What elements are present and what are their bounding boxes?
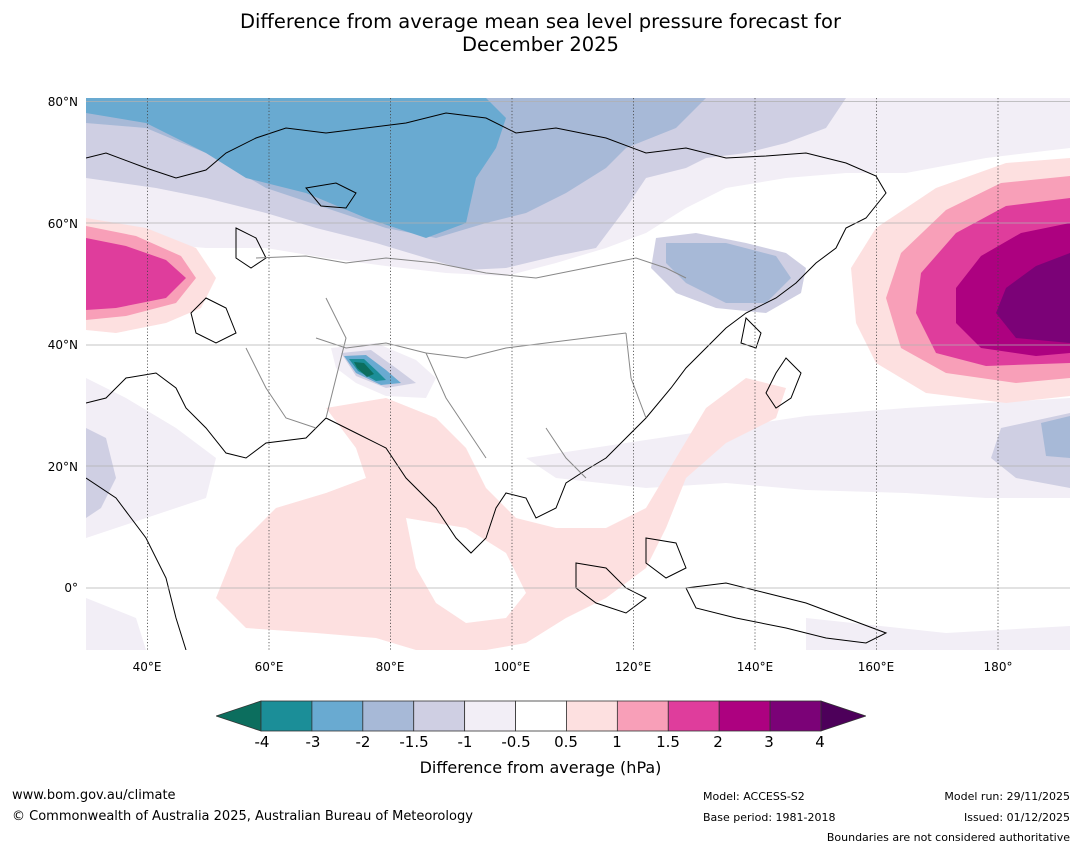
footer-model-run: Model run: 29/11/2025 — [944, 790, 1070, 803]
colorbar-segment — [515, 700, 567, 732]
colorbar-segment — [362, 700, 415, 732]
colorbar-tick-label: 1 — [612, 733, 622, 751]
colorbar-tick-label: -1.5 — [399, 733, 429, 751]
colorbar-segment — [616, 700, 669, 732]
negative-anomaly-tropical-pacific — [526, 398, 1070, 650]
colorbar-segment — [311, 700, 364, 732]
colorbar-extend-high — [820, 700, 866, 732]
latitude-label-80n: 80°N — [47, 95, 78, 109]
colorbar-tick-label: -1 — [457, 733, 473, 751]
longitude-label-60e: 60°E — [254, 660, 284, 674]
colorbar-tick-label: 0.5 — [554, 733, 578, 751]
latitude-label-20n: 20°N — [47, 460, 78, 474]
map-title-line-1: Difference from average mean sea level p… — [240, 10, 841, 33]
colorbar-tick-label: 4 — [815, 733, 825, 751]
latitude-label-60n: 60°N — [47, 217, 78, 231]
colorbar-segment — [718, 700, 771, 732]
colorbar-tick-label: -3 — [305, 733, 321, 751]
latitude-label-40n: 40°N — [47, 338, 78, 352]
colorbar-tick-label: -2 — [355, 733, 371, 751]
colorbar-segment — [566, 700, 618, 732]
colorbar-segment — [667, 700, 720, 732]
longitude-label-100e: 100°E — [493, 660, 531, 674]
longitude-label-160e: 160°E — [857, 660, 895, 674]
colorbar-tick-label: 2 — [713, 733, 723, 751]
pressure-anomaly-map — [86, 98, 1070, 650]
colorbar-tick-label: -0.5 — [501, 733, 531, 751]
colorbar-extend-low — [216, 700, 262, 732]
footer-model: Model: ACCESS-S2 — [703, 790, 805, 803]
himalayan-low-anomaly — [331, 343, 436, 398]
map-title-line-2: December 2025 — [462, 33, 619, 56]
longitude-label-140e: 140°E — [736, 660, 774, 674]
colorbar-tick-label: 1.5 — [656, 733, 680, 751]
positive-anomaly-north-pacific — [851, 158, 1070, 403]
footer-url: www.bom.gov.au/climate — [12, 788, 176, 803]
colorbar-segment — [413, 700, 466, 732]
footer-copyright: © Commonwealth of Australia 2025, Austra… — [12, 809, 473, 824]
longitude-label-120e: 120°E — [614, 660, 652, 674]
latitude-label-equator: 0° — [64, 581, 78, 595]
country-borders — [245, 255, 687, 479]
footer-disclaimer: Boundaries are not considered authoritat… — [826, 831, 1070, 844]
longitude-label-180: 180° — [983, 660, 1013, 674]
colorbar-segment — [464, 700, 516, 732]
graticule-gridlines — [86, 98, 1070, 650]
longitude-label-80e: 80°E — [375, 660, 405, 674]
colorbar-tick-label: -4 — [254, 733, 270, 751]
footer-base-period: Base period: 1981-2018 — [703, 811, 836, 824]
negative-anomaly-region-north — [86, 98, 1070, 650]
footer-issued: Issued: 01/12/2025 — [963, 811, 1070, 824]
colorbar — [216, 700, 866, 732]
positive-anomaly-asia-indian-ocean — [216, 378, 786, 650]
longitude-label-40e: 40°E — [132, 660, 162, 674]
colorbar-title: Difference from average (hPa) — [419, 758, 662, 777]
colorbar-segment — [769, 700, 822, 732]
positive-anomaly-europe — [86, 218, 216, 333]
colorbar-tick-label: 3 — [764, 733, 774, 751]
colorbar-segment — [260, 700, 313, 732]
